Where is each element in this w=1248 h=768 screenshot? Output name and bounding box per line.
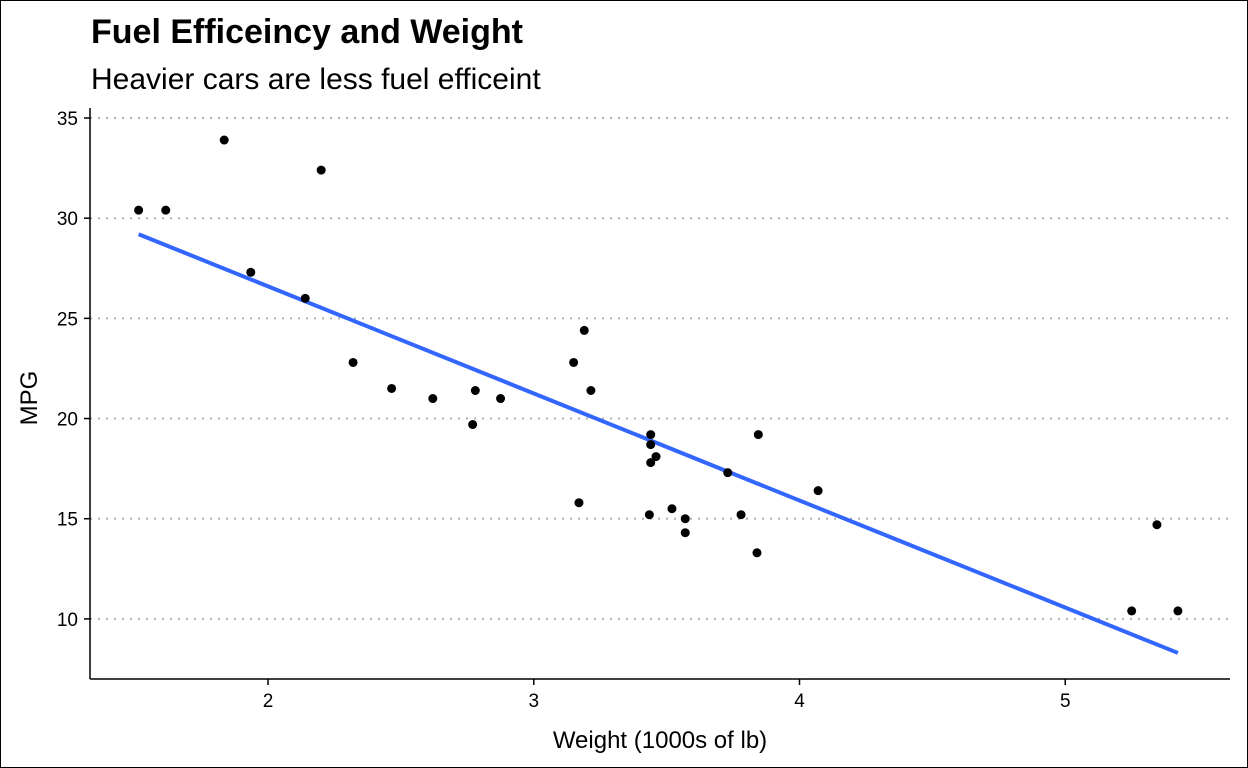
y-tick-label: 20	[57, 410, 78, 431]
data-point-17	[316, 165, 326, 175]
data-point-14	[1127, 606, 1137, 616]
trend-line	[137, 232, 1179, 655]
y-axis-title: MPG	[16, 371, 43, 426]
x-tick-label: 2	[263, 691, 274, 712]
data-point-9	[646, 430, 656, 440]
data-point-10	[646, 458, 656, 468]
data-point-31	[470, 385, 480, 395]
x-tick-label: 5	[1060, 691, 1071, 712]
chart-subtitle: Heavier cars are less fuel efficeint	[91, 63, 541, 96]
data-point-22	[644, 510, 654, 520]
data-point-2	[348, 357, 358, 367]
data-point-24	[753, 430, 763, 440]
data-point-7	[579, 325, 589, 335]
data-point-21	[667, 504, 677, 514]
data-point-30	[680, 514, 690, 524]
data-point-27	[134, 205, 144, 215]
data-point-26	[300, 293, 310, 303]
data-point-11	[813, 486, 823, 496]
data-point-8	[569, 357, 579, 367]
data-point-15	[1173, 606, 1183, 616]
trendline-layer	[137, 232, 1179, 655]
y-tick-label: 10	[57, 610, 78, 631]
data-point-3	[586, 385, 596, 395]
points-layer	[134, 135, 1183, 616]
x-axis-title: Weight (1000s of lb)	[553, 727, 767, 754]
y-tick-label: 15	[57, 510, 78, 531]
y-tick-label: 25	[57, 309, 78, 330]
data-point-1	[496, 394, 506, 404]
data-point-5	[651, 452, 661, 462]
data-point-18	[161, 205, 171, 215]
data-point-13	[736, 510, 746, 520]
data-point-23	[752, 548, 762, 558]
data-point-16	[1152, 520, 1162, 530]
data-point-12	[723, 468, 733, 478]
data-point-6	[680, 528, 690, 538]
axes	[89, 108, 1230, 680]
gridlines	[90, 117, 1230, 620]
ticks: 10 15 20 25 30 35 2 3 4 5	[57, 109, 1071, 712]
data-point-4	[646, 440, 656, 450]
data-point-29	[468, 420, 478, 430]
y-tick-label: 35	[57, 109, 78, 130]
y-tick-label: 30	[57, 209, 78, 230]
data-point-28	[574, 498, 584, 508]
x-tick-label: 4	[794, 691, 805, 712]
data-point-25	[246, 267, 256, 277]
data-point-0	[428, 394, 438, 404]
data-point-19	[219, 135, 229, 145]
chart-title: Fuel Efficeincy and Weight	[91, 13, 523, 51]
data-point-20	[387, 383, 397, 393]
x-tick-label: 3	[528, 691, 539, 712]
